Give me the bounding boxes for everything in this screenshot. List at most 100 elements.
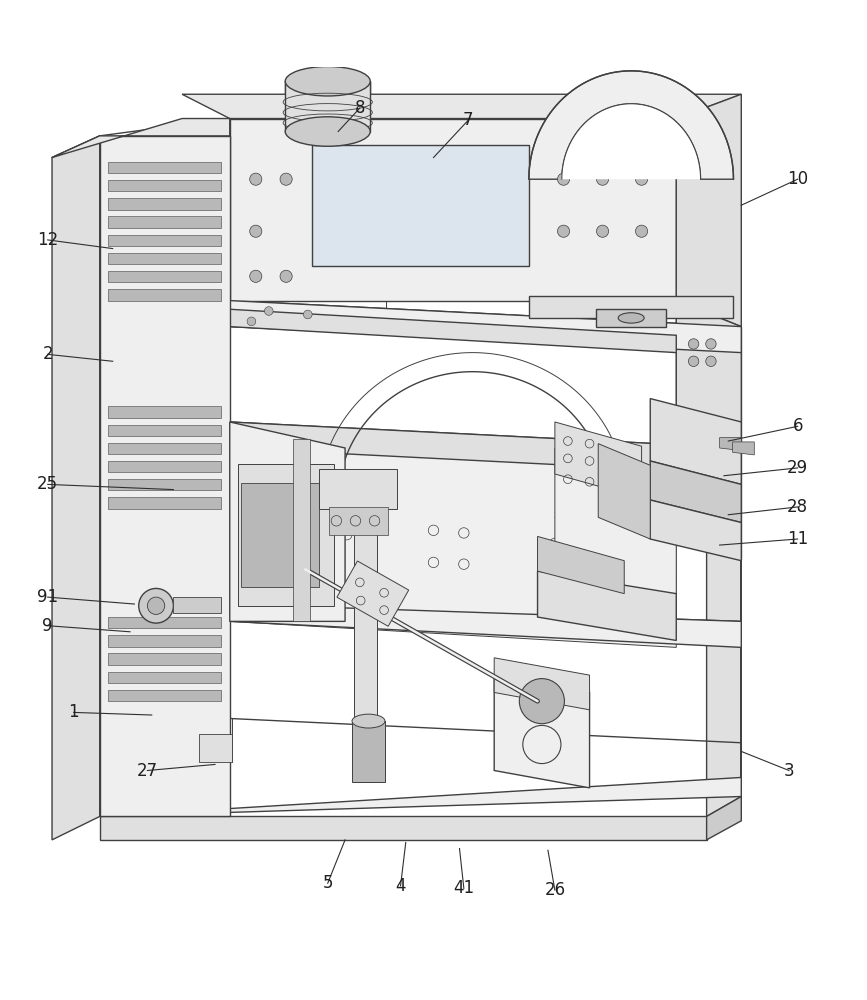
Polygon shape xyxy=(52,119,230,158)
Circle shape xyxy=(636,173,648,185)
Circle shape xyxy=(706,339,716,349)
Polygon shape xyxy=(108,672,221,683)
Circle shape xyxy=(303,310,312,319)
Text: 7: 7 xyxy=(463,111,473,129)
Text: 8: 8 xyxy=(355,99,365,117)
Polygon shape xyxy=(538,536,624,594)
Polygon shape xyxy=(230,301,741,353)
Polygon shape xyxy=(555,448,676,620)
Polygon shape xyxy=(650,399,741,484)
Polygon shape xyxy=(562,104,701,179)
Circle shape xyxy=(688,356,699,366)
Ellipse shape xyxy=(352,714,385,728)
Circle shape xyxy=(557,225,570,237)
Polygon shape xyxy=(529,71,733,179)
Circle shape xyxy=(247,317,256,326)
Circle shape xyxy=(250,270,262,282)
Polygon shape xyxy=(241,483,319,587)
Polygon shape xyxy=(108,180,221,191)
Circle shape xyxy=(139,588,173,623)
Polygon shape xyxy=(108,690,221,701)
Text: 25: 25 xyxy=(37,475,58,493)
Text: 26: 26 xyxy=(544,881,565,899)
Polygon shape xyxy=(676,301,741,559)
Polygon shape xyxy=(182,94,741,119)
Polygon shape xyxy=(555,422,642,498)
Polygon shape xyxy=(108,617,221,628)
Polygon shape xyxy=(100,777,741,816)
Polygon shape xyxy=(230,422,676,647)
Text: 91: 91 xyxy=(37,588,58,606)
Polygon shape xyxy=(230,309,676,353)
Text: 4: 4 xyxy=(395,877,406,895)
Polygon shape xyxy=(352,721,385,782)
Polygon shape xyxy=(100,136,230,816)
Circle shape xyxy=(636,225,648,237)
Polygon shape xyxy=(329,507,388,535)
Polygon shape xyxy=(230,119,676,301)
Text: 1: 1 xyxy=(68,703,79,721)
Polygon shape xyxy=(108,289,221,301)
Polygon shape xyxy=(650,461,741,523)
Polygon shape xyxy=(285,81,370,132)
Polygon shape xyxy=(720,438,741,451)
Polygon shape xyxy=(199,734,232,762)
Polygon shape xyxy=(319,469,397,509)
Text: 12: 12 xyxy=(37,231,58,249)
Polygon shape xyxy=(108,653,221,665)
Polygon shape xyxy=(733,442,754,455)
Polygon shape xyxy=(707,257,741,816)
Polygon shape xyxy=(52,136,100,840)
Circle shape xyxy=(706,356,716,366)
Polygon shape xyxy=(108,253,221,264)
Circle shape xyxy=(557,173,570,185)
Polygon shape xyxy=(108,635,221,647)
Text: 41: 41 xyxy=(453,879,474,897)
Polygon shape xyxy=(650,500,741,561)
Polygon shape xyxy=(108,497,221,509)
Polygon shape xyxy=(108,271,221,282)
Polygon shape xyxy=(538,571,676,640)
Circle shape xyxy=(250,173,262,185)
Text: 29: 29 xyxy=(787,459,808,477)
Text: 3: 3 xyxy=(784,762,794,780)
Circle shape xyxy=(264,307,273,315)
Circle shape xyxy=(250,225,262,237)
Circle shape xyxy=(596,225,609,237)
Ellipse shape xyxy=(618,313,644,323)
Circle shape xyxy=(280,173,292,185)
Polygon shape xyxy=(108,162,221,173)
Polygon shape xyxy=(108,461,221,472)
Text: 11: 11 xyxy=(787,530,808,548)
Polygon shape xyxy=(529,296,733,318)
Polygon shape xyxy=(230,422,345,621)
Text: 10: 10 xyxy=(787,170,808,188)
Circle shape xyxy=(280,270,292,282)
Polygon shape xyxy=(108,406,221,418)
Circle shape xyxy=(688,339,699,349)
Text: 6: 6 xyxy=(792,417,803,435)
Circle shape xyxy=(596,173,609,185)
Polygon shape xyxy=(173,597,221,613)
Text: 9: 9 xyxy=(42,617,53,635)
Polygon shape xyxy=(238,464,334,606)
Polygon shape xyxy=(676,94,741,327)
Polygon shape xyxy=(337,561,408,626)
Ellipse shape xyxy=(285,66,370,96)
Polygon shape xyxy=(596,309,666,327)
Circle shape xyxy=(519,679,564,724)
Circle shape xyxy=(147,597,165,614)
Polygon shape xyxy=(230,604,741,647)
Polygon shape xyxy=(312,145,529,266)
Text: 5: 5 xyxy=(323,874,333,892)
Polygon shape xyxy=(293,439,310,621)
Polygon shape xyxy=(230,422,741,474)
Polygon shape xyxy=(100,816,707,840)
Text: 2: 2 xyxy=(42,345,53,363)
Text: 28: 28 xyxy=(787,498,808,516)
Polygon shape xyxy=(108,425,221,436)
Polygon shape xyxy=(598,444,650,539)
Polygon shape xyxy=(108,235,221,246)
Polygon shape xyxy=(494,658,590,710)
Polygon shape xyxy=(108,443,221,454)
